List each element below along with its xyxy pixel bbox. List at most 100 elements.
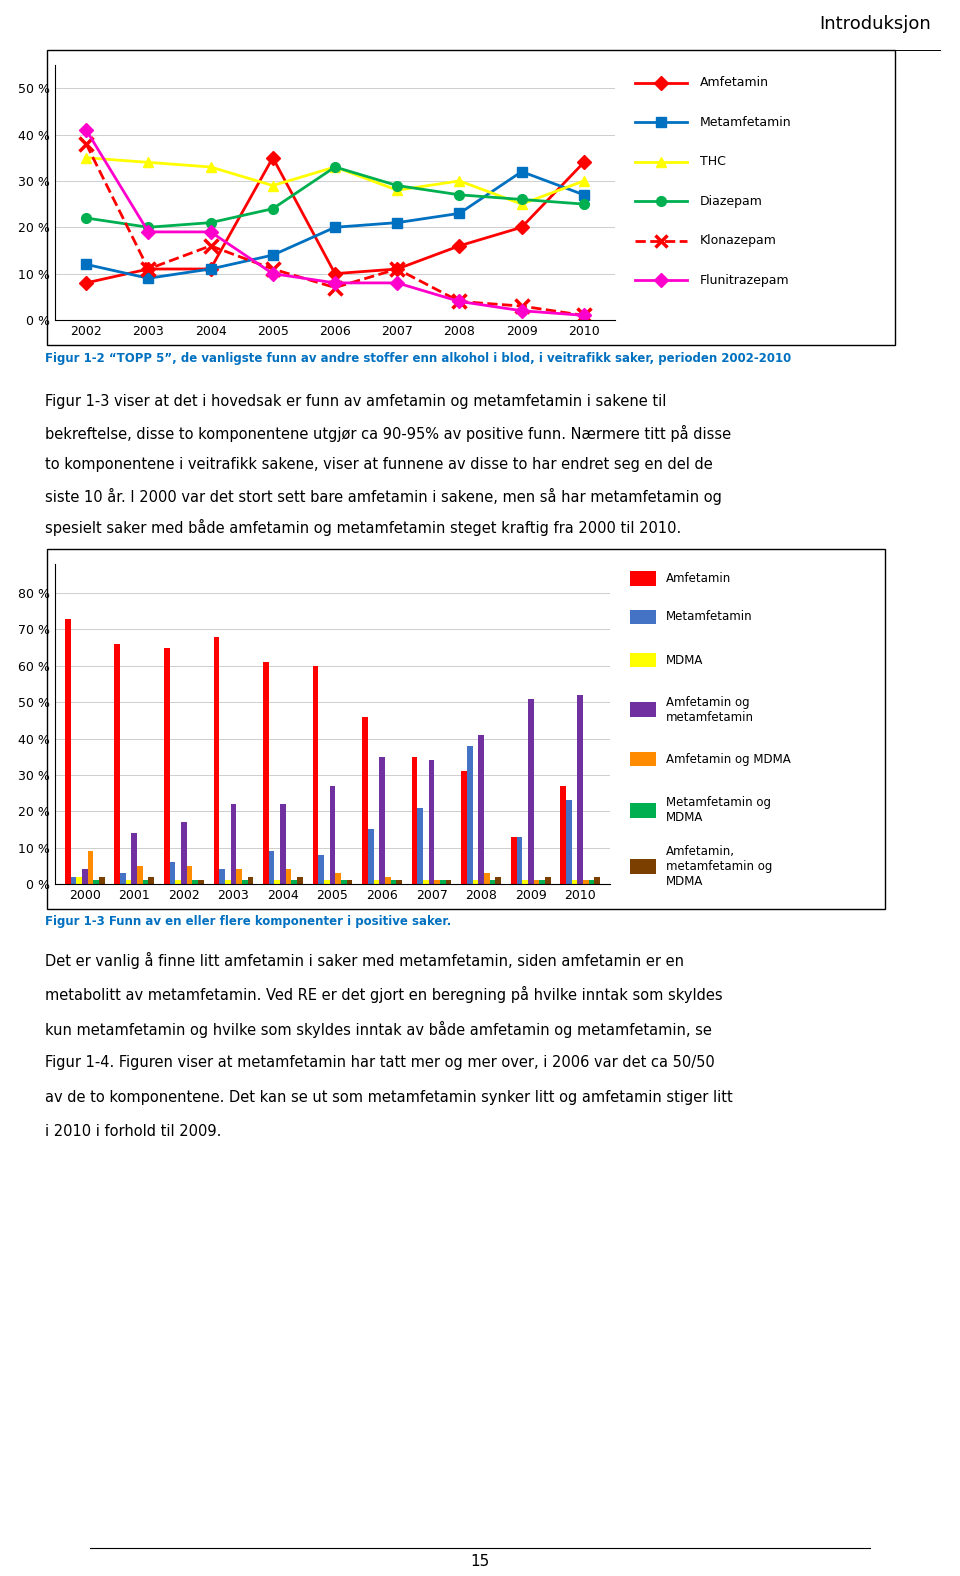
Text: metabolitt av metamfetamin. Ved RE er det gjort en beregning på hvilke inntak so: metabolitt av metamfetamin. Ved RE er de… [45, 987, 723, 1004]
Text: i 2010 i forhold til 2009.: i 2010 i forhold til 2009. [45, 1124, 222, 1139]
Bar [71, 876, 76, 884]
Bar [423, 881, 429, 884]
Bar [230, 804, 236, 884]
Bar [583, 881, 588, 884]
Bar [511, 837, 516, 884]
FancyBboxPatch shape [630, 610, 656, 624]
Text: Figur 1-3 Funn av en eller flere komponenter i positive saker.: Figur 1-3 Funn av en eller flere kompone… [45, 916, 451, 928]
Text: kun metamfetamin og hvilke som skyldes inntak av både amfetamin og metamfetamin,: kun metamfetamin og hvilke som skyldes i… [45, 1021, 712, 1039]
FancyBboxPatch shape [630, 752, 656, 766]
Bar [490, 881, 495, 884]
Bar [534, 881, 540, 884]
Bar [225, 881, 230, 884]
Bar [341, 881, 347, 884]
Bar [478, 734, 484, 884]
Bar [176, 881, 181, 884]
Bar [269, 851, 275, 884]
Bar [248, 876, 253, 884]
Bar [324, 881, 329, 884]
Text: Klonazepam: Klonazepam [700, 235, 777, 247]
Bar [114, 645, 120, 884]
Text: Amfetamin: Amfetamin [666, 572, 732, 585]
Bar [429, 760, 435, 884]
Text: Metamfetamin: Metamfetamin [700, 117, 792, 129]
Bar [362, 717, 368, 884]
Bar [462, 771, 467, 884]
Bar [219, 870, 225, 884]
Bar [577, 695, 583, 884]
Bar [396, 881, 402, 884]
Text: Figur 1-4. Figuren viser at metamfetamin har tatt mer og mer over, i 2006 var de: Figur 1-4. Figuren viser at metamfetamin… [45, 1056, 715, 1070]
Bar [412, 756, 418, 884]
Bar [561, 786, 566, 884]
Bar [368, 829, 373, 884]
Bar [588, 881, 594, 884]
Text: Metamfetamin og
MDMA: Metamfetamin og MDMA [666, 796, 771, 824]
Bar [373, 881, 379, 884]
Bar [385, 876, 391, 884]
Bar [313, 665, 319, 884]
FancyBboxPatch shape [630, 804, 656, 818]
Bar [435, 881, 440, 884]
FancyBboxPatch shape [630, 859, 656, 873]
Bar [484, 873, 490, 884]
Bar [495, 876, 501, 884]
Text: Figur 1-2 “TOPP 5”, de vanligste funn av andre stoffer enn alkohol i blod, i vei: Figur 1-2 “TOPP 5”, de vanligste funn av… [45, 351, 791, 366]
Bar [198, 881, 204, 884]
Text: Amfetamin og MDMA: Amfetamin og MDMA [666, 753, 790, 766]
Bar [286, 870, 292, 884]
Bar [65, 618, 71, 884]
Text: Flunitrazepam: Flunitrazepam [700, 274, 790, 287]
Bar [236, 870, 242, 884]
Bar [170, 862, 176, 884]
Bar [132, 834, 137, 884]
Bar [137, 865, 143, 884]
FancyBboxPatch shape [630, 703, 656, 717]
Text: Amfetamin og
metamfetamin: Amfetamin og metamfetamin [666, 695, 754, 723]
Text: to komponentene i veitrafikk sakene, viser at funnene av disse to har endret seg: to komponentene i veitrafikk sakene, vis… [45, 457, 712, 471]
Bar [126, 881, 132, 884]
Bar [391, 881, 396, 884]
Text: MDMA: MDMA [666, 654, 703, 667]
Text: siste 10 år. I 2000 var det stort sett bare amfetamin i sakene, men så har metam: siste 10 år. I 2000 var det stort sett b… [45, 489, 722, 504]
Bar [379, 756, 385, 884]
Bar [566, 801, 572, 884]
Bar [297, 876, 302, 884]
Bar [594, 876, 600, 884]
Bar [186, 865, 192, 884]
Bar [545, 876, 550, 884]
Text: Det er vanlig å finne litt amfetamin i saker med metamfetamin, siden amfetamin e: Det er vanlig å finne litt amfetamin i s… [45, 952, 684, 969]
Bar [76, 876, 82, 884]
Bar [540, 881, 545, 884]
Bar [572, 881, 577, 884]
Bar [242, 881, 248, 884]
Text: Amfetamin,
metamfetamin og
MDMA: Amfetamin, metamfetamin og MDMA [666, 845, 772, 887]
Bar [181, 823, 186, 884]
Text: Introduksjon: Introduksjon [820, 16, 931, 33]
Text: 15: 15 [470, 1554, 490, 1568]
Bar [99, 876, 105, 884]
Text: spesielt saker med både amfetamin og metamfetamin steget kraftig fra 2000 til 20: spesielt saker med både amfetamin og met… [45, 520, 682, 536]
Text: Metamfetamin: Metamfetamin [666, 610, 753, 623]
Text: Diazepam: Diazepam [700, 195, 763, 208]
Bar [213, 637, 219, 884]
Bar [347, 881, 352, 884]
Bar [263, 662, 269, 884]
Bar [335, 873, 341, 884]
FancyBboxPatch shape [630, 571, 656, 586]
Bar [472, 881, 478, 884]
Bar [164, 648, 170, 884]
Bar [82, 870, 87, 884]
Bar [275, 881, 280, 884]
Bar [192, 881, 198, 884]
Text: Amfetamin: Amfetamin [700, 76, 769, 90]
Bar [440, 881, 445, 884]
Bar [329, 786, 335, 884]
Bar [280, 804, 286, 884]
Bar [93, 881, 99, 884]
Bar [149, 876, 155, 884]
Bar [143, 881, 149, 884]
Bar [522, 881, 528, 884]
FancyBboxPatch shape [630, 652, 656, 667]
Text: bekreftelse, disse to komponentene utgjør ca 90-95% av positive funn. Nærmere ti: bekreftelse, disse to komponentene utgjø… [45, 426, 732, 443]
